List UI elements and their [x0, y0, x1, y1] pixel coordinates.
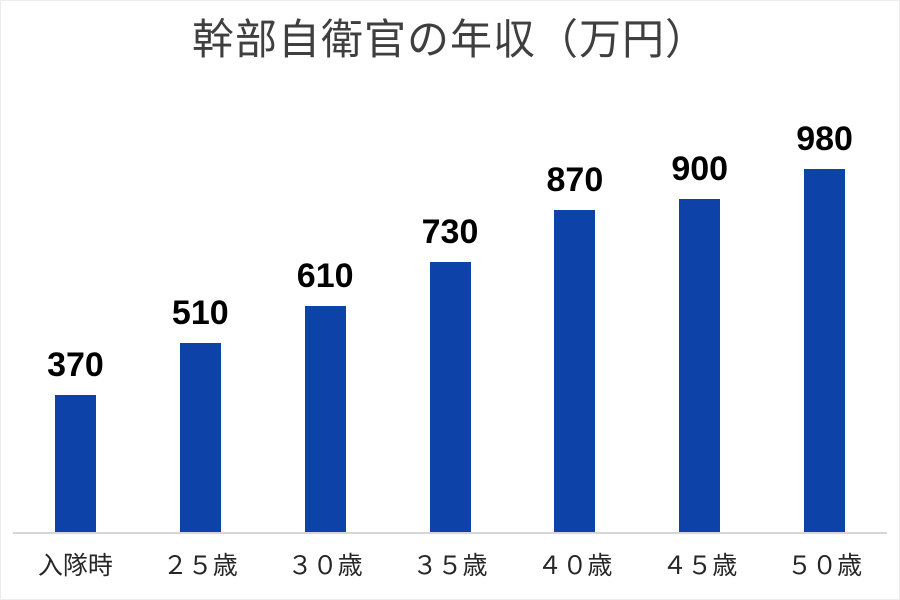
bar — [304, 306, 346, 532]
bar-column: 730 — [388, 91, 513, 532]
bar — [554, 210, 596, 532]
category-label: ５０歳 — [787, 552, 863, 580]
bar-value-label: 730 — [421, 213, 479, 251]
bar — [429, 262, 471, 532]
category-label: ２５歳 — [162, 552, 238, 580]
bar-value-label: 610 — [296, 257, 354, 295]
bar-column: 900 — [637, 91, 762, 532]
bar-value-label: 900 — [671, 150, 729, 188]
bar — [804, 169, 846, 532]
category-label: ４０歳 — [537, 552, 613, 580]
category-label: ４５歳 — [662, 552, 738, 580]
bar-column: 980 — [762, 91, 887, 532]
category-label: ３５歳 — [412, 552, 488, 580]
bar-value-label: 980 — [796, 120, 853, 158]
bar-value-label: 870 — [546, 161, 604, 199]
x-axis-category-row: 入隊時 ２５歳 ３０歳 ３５歳 ４０歳 ４５歳 ５０歳 — [13, 538, 887, 598]
bar — [179, 343, 221, 532]
bar-value-label: 370 — [47, 346, 104, 384]
bar-column: 370 — [13, 91, 138, 532]
bar-column: 510 — [138, 91, 263, 532]
bar-column: 610 — [263, 91, 388, 532]
bar-value-label: 510 — [171, 294, 229, 332]
bar-column: 870 — [512, 91, 637, 532]
bar — [54, 395, 96, 532]
category-label: ３０歳 — [287, 552, 363, 580]
chart-title: 幹部自衛官の年収（万円） — [191, 16, 708, 63]
category-label: 入隊時 — [37, 552, 113, 580]
bar — [679, 199, 721, 532]
plot-area: 370 510 610 730 870 900 980 — [13, 91, 887, 534]
